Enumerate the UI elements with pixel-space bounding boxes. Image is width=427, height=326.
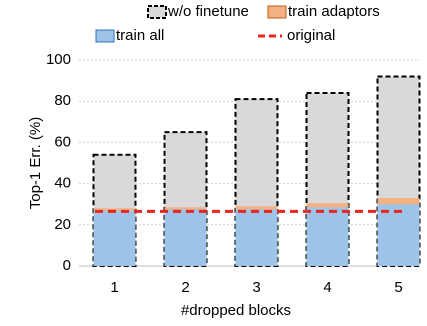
legend-label: w/o finetune xyxy=(167,3,249,20)
y-tick-label: 0 xyxy=(63,257,71,274)
x-tick-label: 3 xyxy=(252,279,260,296)
y-tick-label: 20 xyxy=(54,216,71,233)
legend-swatch xyxy=(147,5,167,19)
x-tick-label: 4 xyxy=(323,279,331,296)
x-tick-label: 1 xyxy=(110,279,118,296)
bar xyxy=(164,209,207,266)
bar xyxy=(377,204,420,266)
bar xyxy=(93,210,136,266)
x-axis-label: #dropped blocks xyxy=(181,302,291,319)
y-tick-label: 40 xyxy=(54,175,71,192)
legend-swatch xyxy=(267,5,287,19)
bar xyxy=(306,207,349,266)
legend-swatch xyxy=(95,29,115,43)
legend-label: original xyxy=(287,27,335,44)
bar xyxy=(235,209,278,266)
y-tick-label: 80 xyxy=(54,92,71,109)
x-tick-label: 5 xyxy=(394,279,402,296)
y-tick-label: 60 xyxy=(54,133,71,150)
y-axis-label: Top-1 Err. (%) xyxy=(27,117,44,210)
legend-label: train all xyxy=(116,27,164,44)
y-tick-label: 100 xyxy=(46,51,71,68)
legend-label: train adaptors xyxy=(288,3,380,20)
x-tick-label: 2 xyxy=(181,279,189,296)
